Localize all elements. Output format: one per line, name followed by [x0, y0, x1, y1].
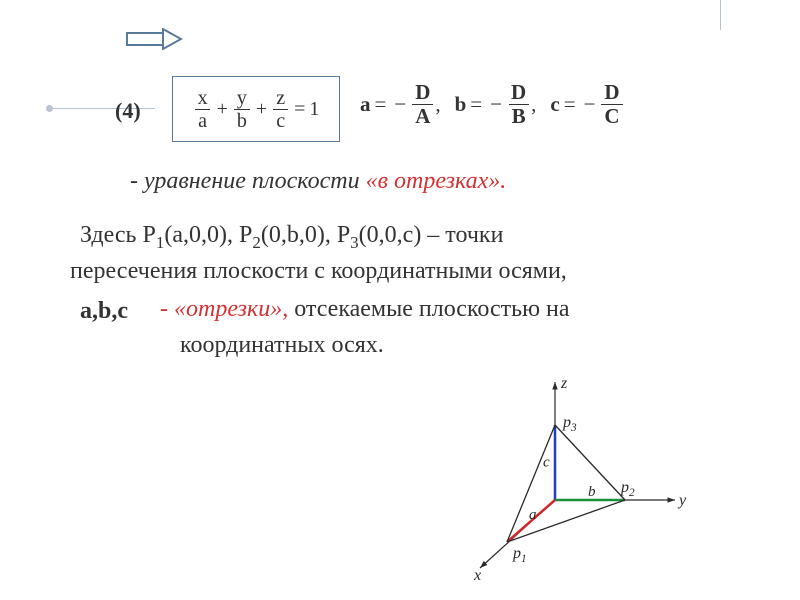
- svg-text:b: b: [588, 484, 596, 500]
- abc-definitions: a=− DA , b=− DB , c=− DC: [360, 82, 625, 127]
- svg-text:z: z: [560, 375, 568, 392]
- page-divider: [720, 0, 721, 30]
- equation-caption: - уравнение плоскости «в отрезках».: [130, 168, 506, 195]
- svg-text:a: a: [529, 507, 537, 523]
- svg-text:c: c: [543, 455, 550, 471]
- svg-text:p1: p1: [512, 545, 527, 565]
- svg-text:y: y: [677, 492, 687, 509]
- abc-label: a,b,c: [80, 298, 128, 325]
- text-intersection: пересечения плоскости с координатными ос…: [70, 258, 567, 285]
- arrow-icon: [125, 28, 183, 55]
- equation-number: (4): [115, 98, 141, 124]
- text-segments: - «отрезки», отсекаемые плоскостью на: [160, 296, 570, 323]
- text-axes: координатных осях.: [180, 332, 384, 359]
- intercept-equation: xa + yb + zc = 1: [193, 88, 320, 131]
- coordinate-diagram: z y x p3 p2 p1 a b c: [430, 370, 690, 585]
- svg-text:x: x: [473, 567, 481, 580]
- svg-text:p3: p3: [562, 414, 577, 434]
- svg-text:p2: p2: [620, 479, 635, 499]
- intercept-equation-box: xa + yb + zc = 1: [172, 76, 340, 142]
- text-points: Здесь P1(a,0,0), P2(0,b,0), P3(0,0,c) – …: [80, 222, 503, 253]
